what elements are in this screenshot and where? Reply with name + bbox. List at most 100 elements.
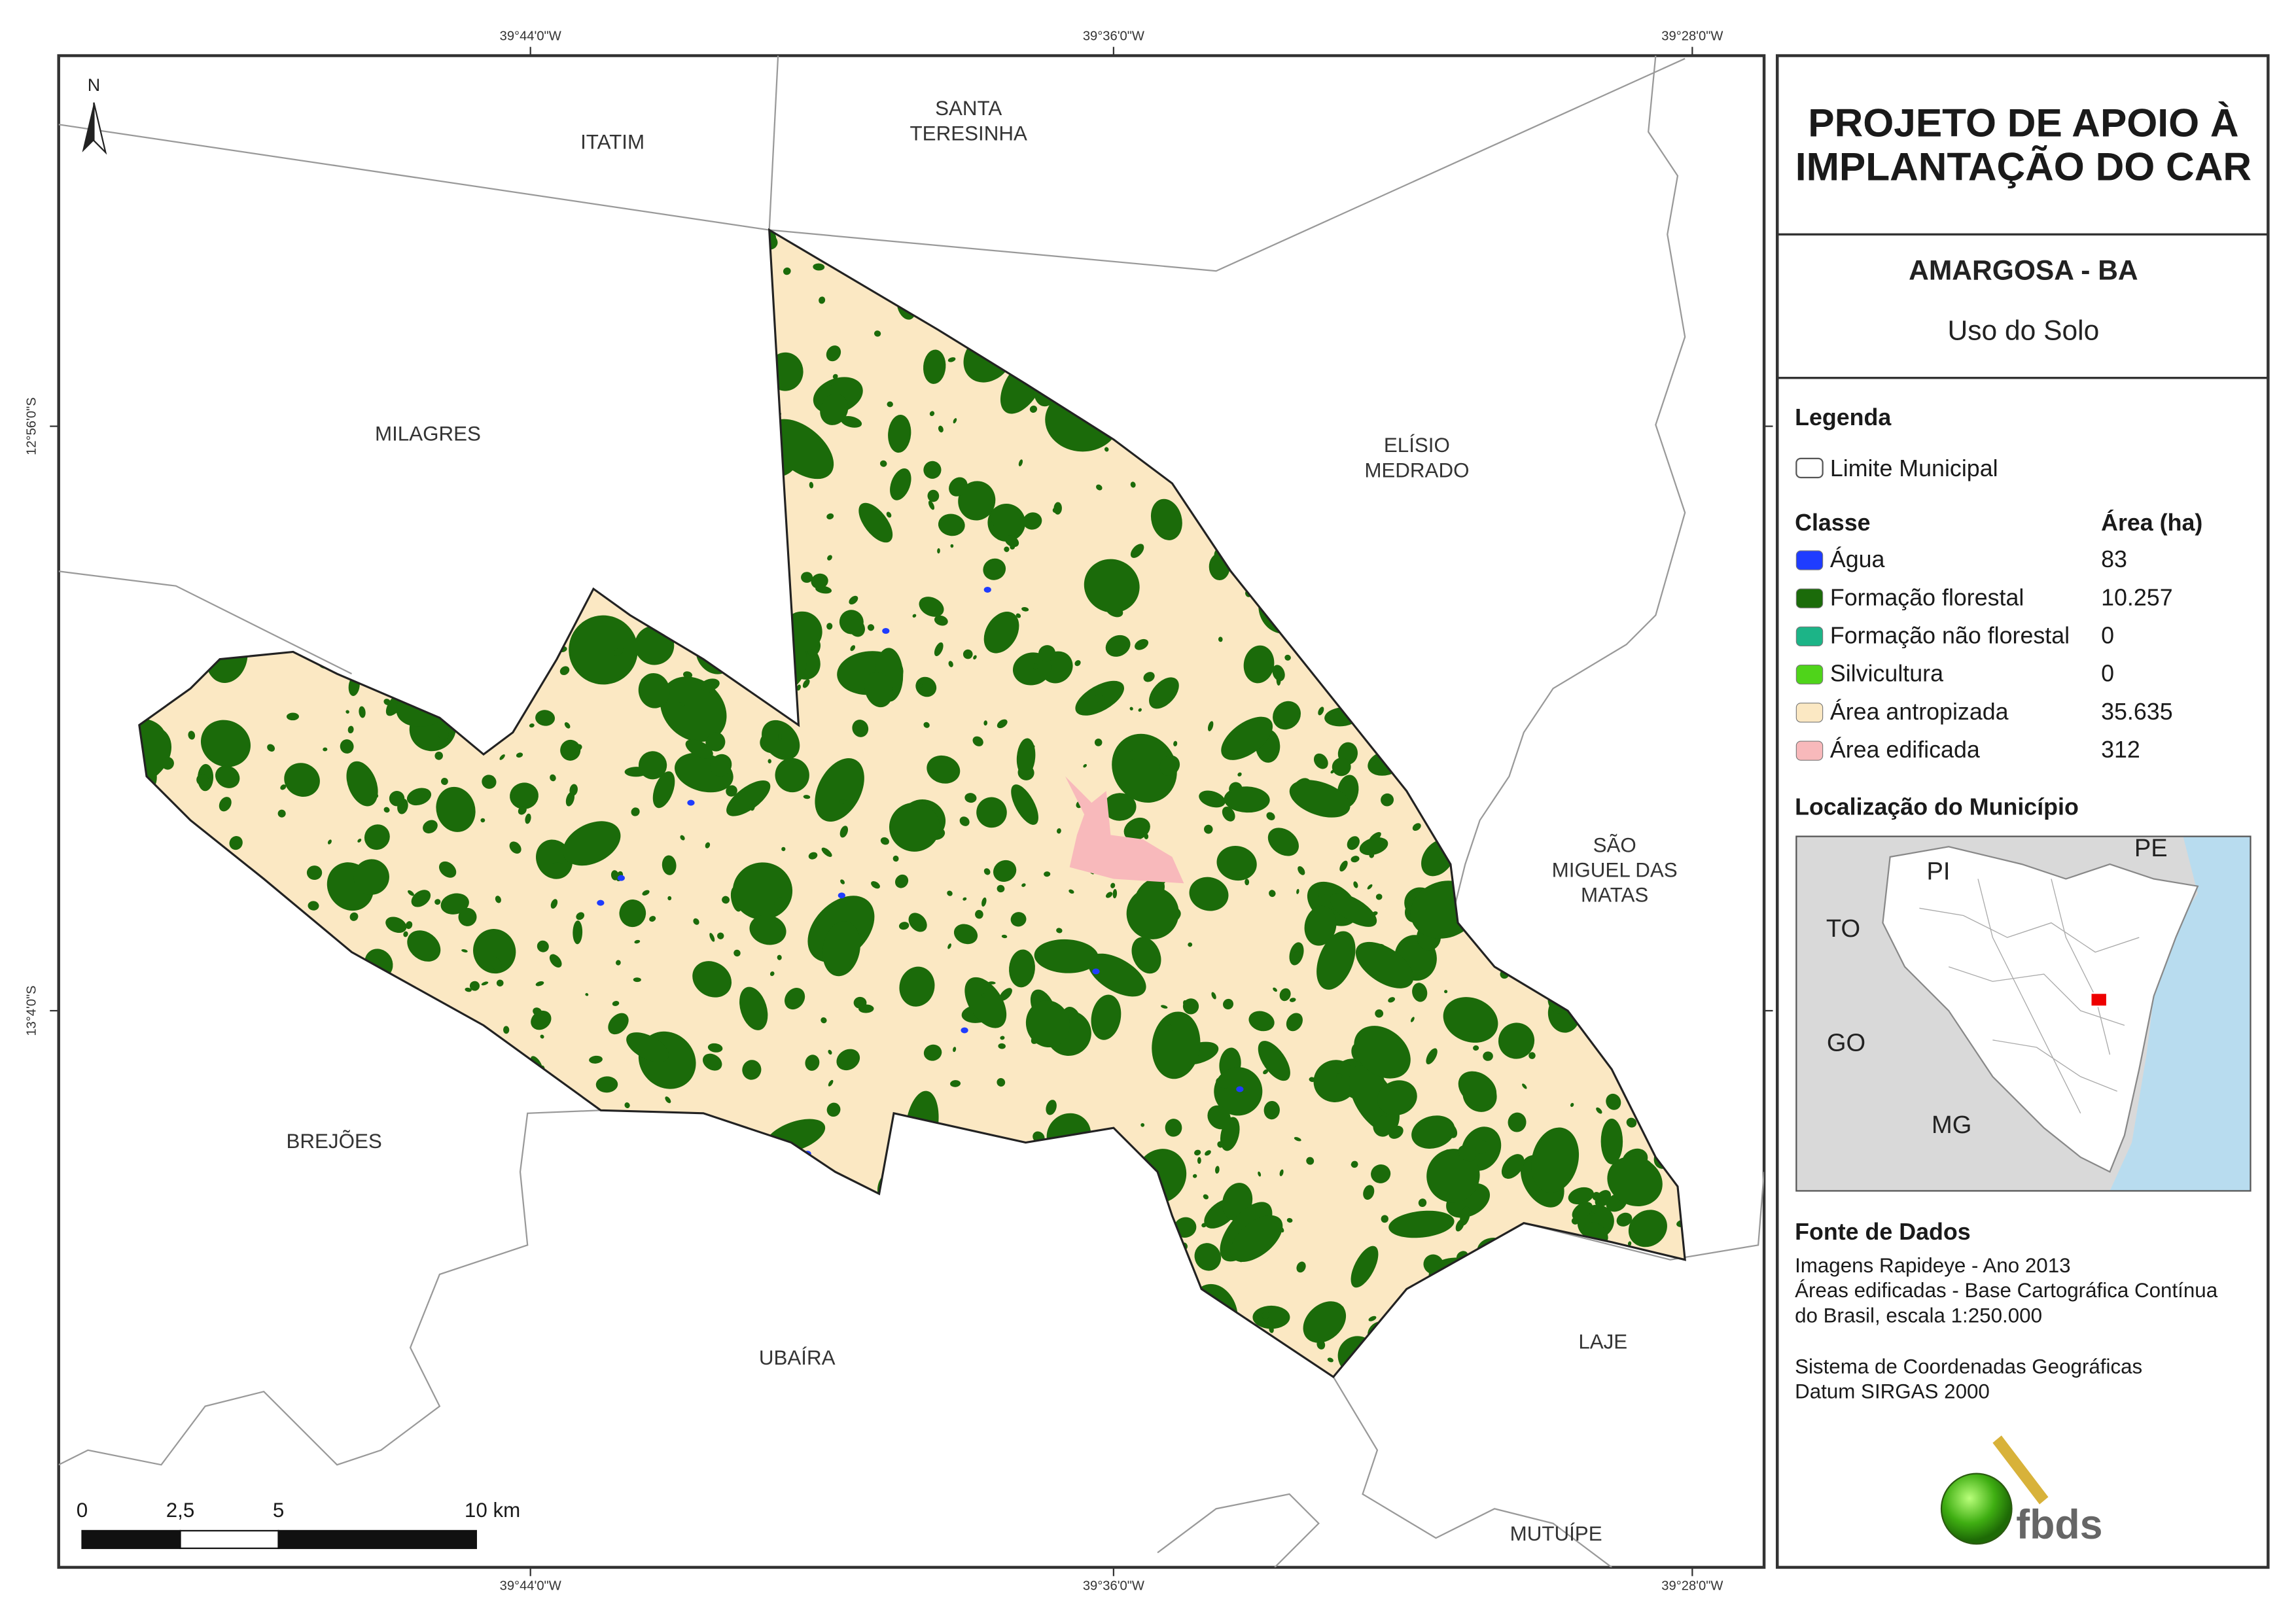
forest-patch (550, 899, 558, 909)
forest-patch (1221, 716, 1273, 760)
forest-patch (1628, 1210, 1667, 1248)
forest-patch (1123, 817, 1150, 841)
forest-patch (783, 267, 791, 275)
forest-patch (898, 922, 910, 930)
forest-patch (1201, 1223, 1207, 1228)
legend-class: Silvicultura (1830, 661, 1943, 687)
forest-patch (649, 916, 656, 922)
forest-patch (573, 920, 583, 945)
forest-patch (912, 614, 917, 618)
legend-area: 35.635 (2101, 699, 2173, 725)
forest-patch (1038, 645, 1056, 662)
forest-patch (923, 349, 946, 384)
forest-patch (1444, 990, 1448, 994)
forest-patch (161, 757, 174, 770)
forest-patch (1318, 707, 1324, 716)
forest-patch (1140, 1123, 1145, 1127)
boundary-line (1157, 1493, 1320, 1567)
forest-patch (1498, 1022, 1535, 1059)
forest-patch (923, 461, 942, 479)
water-patch (1236, 1086, 1244, 1092)
forest-patch (934, 642, 944, 657)
forest-patch (1596, 1107, 1602, 1114)
forest-patch (983, 611, 1019, 654)
forest-patch (1313, 1060, 1358, 1102)
forest-patch (1159, 755, 1180, 776)
legend-area: 0 (2101, 623, 2114, 649)
forest-patch (1214, 1166, 1220, 1174)
forest-patch (1522, 1083, 1527, 1089)
forest-patch (1351, 1162, 1356, 1167)
forest-patch (802, 679, 810, 688)
forest-patch (692, 961, 732, 998)
forest-patch (306, 865, 323, 881)
legend-swatch (1795, 741, 1824, 761)
forest-patch (958, 481, 996, 521)
boundary-line (1332, 1376, 1612, 1567)
forest-patch (642, 890, 650, 896)
legend-swatch (1795, 665, 1824, 685)
forest-patch (436, 786, 476, 832)
forest-patch (702, 1053, 722, 1071)
inset-highlight (2090, 992, 2108, 1007)
forest-patch (327, 839, 332, 845)
forest-patch (346, 761, 378, 807)
forest-patch (860, 930, 866, 938)
forest-patch (997, 1078, 1006, 1087)
neighbor-boundaries (58, 56, 1765, 1567)
forest-patch (1016, 613, 1021, 618)
forest-patch (815, 585, 832, 594)
forest-patch (1572, 1202, 1593, 1221)
forest-patch (1243, 645, 1275, 684)
coord-label: 39°44'0"W (500, 1579, 561, 1593)
forest-patch (613, 648, 624, 656)
forest-patch (953, 418, 957, 424)
forest-patch (633, 977, 641, 983)
forest-patch (1418, 1198, 1427, 1208)
water-patch (1092, 968, 1100, 975)
forest-patch (849, 595, 858, 604)
forest-patch (1627, 1241, 1632, 1246)
forest-patch (1224, 786, 1270, 813)
forest-patch (1025, 1000, 1070, 1048)
forest-patch (963, 897, 967, 901)
forest-patch (559, 666, 570, 675)
forest-patch (503, 1026, 510, 1034)
forest-patch (440, 777, 448, 785)
coord-label: 39°28'0"W (1661, 29, 1723, 43)
forest-patch (465, 987, 472, 992)
forest-patch (626, 1032, 669, 1062)
forest-patch (1044, 871, 1051, 877)
forest-patch (1173, 741, 1178, 746)
forest-patch (815, 758, 864, 822)
scale-bar (81, 1529, 477, 1549)
place-label: MUTUÍPE (1510, 1522, 1602, 1545)
coord-label: 13°4'0"S (25, 985, 39, 1036)
forest-patch (917, 683, 923, 688)
forest-patch (1309, 1077, 1315, 1082)
north-label: N (88, 75, 100, 95)
forest-patch (510, 782, 539, 809)
forest-patch (1056, 928, 1063, 934)
forest-patch (1104, 447, 1109, 452)
forest-patch (1381, 1215, 1388, 1223)
forest-patch (1252, 1305, 1290, 1329)
forest-patch (774, 898, 787, 911)
forest-patch (1258, 1171, 1262, 1177)
forest-patch (563, 821, 621, 866)
forest-patch (1199, 790, 1226, 808)
forest-patch (1237, 772, 1242, 777)
place-label: MATAS (1581, 884, 1648, 907)
forest-patch (803, 795, 811, 799)
forest-patch (976, 797, 1007, 828)
forest-patch (840, 415, 862, 428)
water-patch (838, 892, 845, 899)
forest-patch (1355, 941, 1414, 988)
forest-patch (499, 754, 505, 760)
forest-patch (480, 818, 486, 823)
forest-patch (768, 419, 834, 480)
forest-patch (781, 846, 786, 852)
forest-patch (998, 1043, 1006, 1049)
